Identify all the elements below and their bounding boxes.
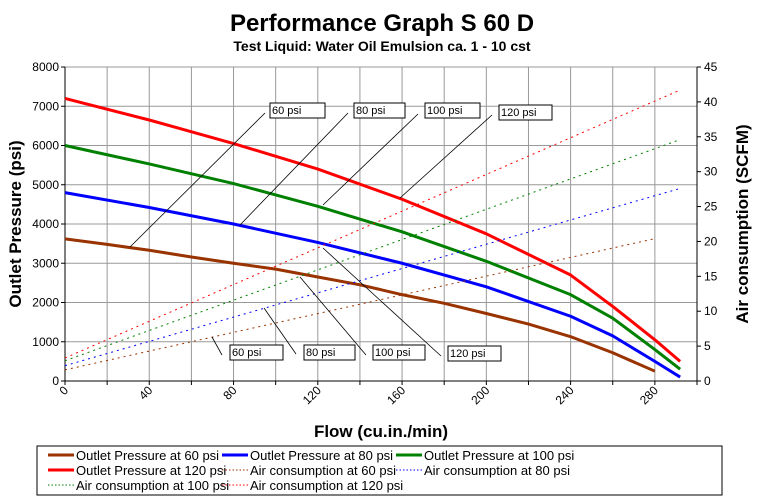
legend-label: Outlet Pressure at 60 psi [76, 448, 219, 463]
pressure-callout-line [399, 114, 493, 199]
pressure-callout-line [322, 113, 419, 206]
series-line-6 [64, 187, 681, 367]
series-line-4 [64, 96, 682, 363]
air-callout-line [263, 307, 297, 355]
x-tick-label: 0 [56, 383, 71, 398]
pressure-callout-box [424, 102, 481, 119]
air-callout-box [229, 344, 284, 361]
air-callout-label: 120 psi [450, 348, 485, 360]
pressure-callout-box [269, 102, 326, 119]
pressure-callout-box [353, 102, 406, 119]
legend-label: Air consumption at 100 psi [76, 478, 229, 493]
legend-label: Outlet Pressure at 120 psi [76, 463, 226, 478]
series-line-2 [64, 191, 681, 379]
x-tick-label: 200 [468, 383, 492, 407]
pressure-callout-line [129, 112, 266, 248]
pressure-callout-label: 60 psi [272, 105, 301, 117]
series-line-7 [64, 139, 681, 362]
legend-box [36, 445, 723, 496]
y2-axis-label: Air consumption (SCFM) [733, 124, 752, 323]
y-tick-label: 7000 [32, 99, 59, 113]
x-tick-label: 280 [637, 383, 661, 407]
pressure-callout-box [498, 104, 553, 121]
legend-label: Outlet Pressure at 100 psi [424, 448, 574, 463]
y2-tick-label: 25 [704, 200, 718, 214]
y-tick-label: 5000 [32, 178, 59, 192]
pressure-callout-label: 120 psi [501, 107, 536, 119]
air-callout-label: 100 psi [375, 347, 410, 359]
y-tick-label: 1000 [32, 335, 59, 349]
y2-tick-label: 0 [704, 374, 711, 388]
chart-title: Performance Graph S 60 D [230, 10, 534, 37]
y-tick-label: 2000 [32, 296, 59, 310]
air-callout-box [372, 344, 426, 361]
pressure-callout-line [239, 112, 349, 226]
y2-tick-label: 35 [704, 130, 718, 144]
air-callout-label: 60 psi [232, 347, 261, 359]
y-tick-label: 3000 [32, 256, 59, 270]
legend-label: Outlet Pressure at 80 psi [250, 448, 393, 463]
x-tick-label: 80 [220, 383, 240, 403]
x-tick-label: 120 [300, 383, 324, 407]
y2-tick-label: 5 [704, 339, 711, 353]
series-line-1 [64, 237, 656, 373]
x-tick-label: 40 [136, 383, 156, 403]
legend-label: Air consumption at 120 psi [250, 478, 403, 493]
y2-tick-label: 30 [704, 165, 718, 179]
air-callout-label: 80 psi [306, 347, 335, 359]
legend-label: Air consumption at 80 psi [424, 463, 570, 478]
air-callout-line [211, 336, 223, 356]
series-line-8 [64, 89, 681, 359]
x-tick-label: 240 [553, 383, 577, 407]
air-callout-box [447, 345, 502, 362]
x-tick-label: 160 [384, 383, 408, 407]
chart-subtitle: Test Liquid: Water Oil Emulsion ca. 1 - … [233, 38, 531, 54]
y-axis-label: Outlet Pressure (psi) [6, 140, 25, 307]
y-tick-label: 4000 [32, 217, 59, 231]
y-tick-label: 0 [52, 374, 59, 388]
y2-tick-label: 45 [704, 60, 718, 74]
y2-tick-label: 40 [704, 95, 718, 109]
legend-label: Air consumption at 60 psi [250, 463, 396, 478]
x-axis-label: Flow (cu.in./min) [314, 422, 448, 441]
y2-tick-label: 10 [704, 304, 718, 318]
air-callout-line [322, 247, 442, 357]
y2-tick-label: 20 [704, 234, 718, 248]
air-callout-line [299, 276, 367, 356]
air-callout-box [303, 344, 356, 361]
pressure-callout-label: 80 psi [356, 105, 385, 117]
series-line-3 [64, 144, 682, 371]
y-tick-label: 6000 [32, 139, 59, 153]
y-tick-label: 8000 [32, 60, 59, 74]
y2-tick-label: 15 [704, 269, 718, 283]
pressure-callout-label: 100 psi [427, 105, 462, 117]
